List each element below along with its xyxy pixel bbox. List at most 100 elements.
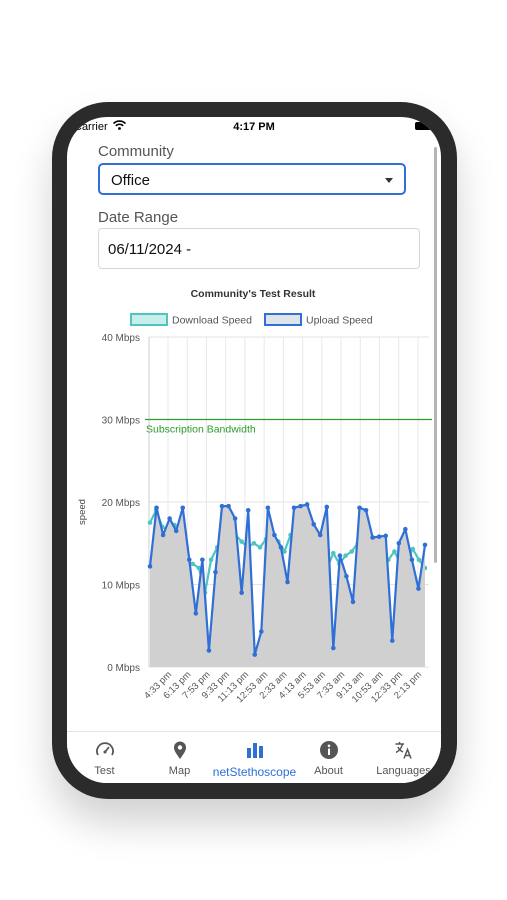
upload-speed-point bbox=[232, 516, 238, 521]
upload-speed-point bbox=[278, 545, 284, 550]
info-icon bbox=[319, 741, 338, 759]
upload-speed-point bbox=[259, 629, 264, 634]
upload-speed-point bbox=[416, 586, 421, 591]
legend-label-1: Download Speed bbox=[172, 315, 252, 327]
community-select[interactable]: Office bbox=[98, 163, 406, 195]
upload-speed-point bbox=[363, 507, 369, 513]
legend-swatch-2 bbox=[264, 313, 302, 326]
date-range-input[interactable]: 06/11/2024 - bbox=[98, 228, 420, 269]
battery-icon bbox=[415, 122, 435, 130]
upload-speed-point bbox=[147, 564, 153, 569]
tab-netstethoscope[interactable]: netStethoscope bbox=[207, 732, 302, 783]
upload-speed-point bbox=[396, 540, 402, 546]
tab-map[interactable]: Map bbox=[142, 732, 217, 783]
y-tick-label: 30 Mbps bbox=[102, 416, 140, 427]
download-speed-point bbox=[208, 557, 214, 563]
upload-speed-point bbox=[245, 507, 251, 513]
upload-speed-point bbox=[252, 652, 258, 657]
chart-title: Community's Test Result bbox=[191, 288, 316, 300]
upload-speed-point bbox=[206, 648, 212, 653]
upload-speed-point bbox=[403, 526, 408, 532]
status-bar: Carrier 4:17 PM bbox=[67, 117, 441, 137]
wifi-icon bbox=[113, 120, 126, 130]
y-tick-label: 10 Mbps bbox=[102, 581, 140, 592]
community-value: Office bbox=[111, 172, 150, 189]
download-speed-point bbox=[190, 561, 196, 567]
upload-speed-point bbox=[344, 573, 349, 579]
translate-icon bbox=[395, 742, 412, 759]
upload-speed-point bbox=[298, 503, 303, 509]
upload-speed-point bbox=[331, 645, 336, 651]
tab-bar: Test Map netStethoscope About bbox=[67, 731, 441, 783]
upload-speed-point bbox=[180, 505, 186, 511]
speedometer-icon bbox=[95, 742, 114, 756]
tab-label-test: Test bbox=[94, 765, 115, 777]
map-pin-icon bbox=[173, 741, 186, 759]
upload-speed-point bbox=[213, 569, 218, 575]
upload-speed-point bbox=[285, 579, 290, 585]
upload-speed-point bbox=[311, 521, 316, 527]
y-axis-title: speed bbox=[77, 499, 88, 525]
tab-languages[interactable]: Languages bbox=[366, 732, 441, 783]
upload-speed-point bbox=[291, 505, 297, 511]
status-time: 4:17 PM bbox=[233, 121, 275, 133]
upload-speed-point bbox=[370, 535, 375, 540]
download-speed-point bbox=[410, 546, 416, 552]
upload-speed-point bbox=[200, 557, 205, 563]
legend-label-2: Upload Speed bbox=[306, 315, 373, 327]
y-tick-label: 40 Mbps bbox=[102, 333, 140, 344]
upload-speed-point bbox=[154, 505, 159, 511]
upload-speed-point bbox=[265, 505, 271, 511]
upload-speed-point bbox=[304, 502, 310, 507]
download-speed-point bbox=[257, 545, 263, 550]
upload-speed-point bbox=[239, 590, 244, 596]
download-speed-point bbox=[282, 549, 287, 554]
upload-speed-point bbox=[376, 534, 382, 539]
tab-about[interactable]: About bbox=[291, 732, 366, 783]
y-tick-label: 20 Mbps bbox=[102, 498, 140, 509]
upload-speed-point bbox=[173, 528, 179, 534]
download-speed-point bbox=[392, 549, 397, 554]
tab-test[interactable]: Test bbox=[67, 732, 142, 783]
upload-speed-point bbox=[193, 611, 199, 616]
scrollbar[interactable] bbox=[434, 147, 437, 563]
y-tick-label: 0 Mbps bbox=[107, 663, 140, 674]
carrier-label: Carrier bbox=[74, 121, 108, 133]
upload-speed-point bbox=[167, 516, 172, 521]
upload-speed-area bbox=[150, 504, 425, 667]
upload-speed-point bbox=[219, 503, 225, 509]
upload-speed-point bbox=[324, 504, 330, 510]
date-range-label: Date Range bbox=[98, 209, 179, 226]
test-result-chart: Community's Test Result Download Speed Up… bbox=[77, 288, 432, 705]
date-range-value: 06/11/2024 - bbox=[108, 241, 192, 258]
upload-speed-point bbox=[383, 533, 389, 539]
app-screen: Carrier 4:17 PM Community Office Date Ra… bbox=[67, 117, 441, 783]
upload-speed-point bbox=[422, 542, 428, 548]
upload-speed-point bbox=[272, 532, 277, 538]
community-label: Community bbox=[98, 143, 174, 160]
chevron-down-icon bbox=[385, 178, 393, 183]
upload-speed-point bbox=[160, 532, 166, 538]
upload-speed-point bbox=[337, 553, 343, 558]
download-speed-point bbox=[239, 539, 244, 544]
download-speed-point bbox=[251, 540, 257, 546]
download-speed-point bbox=[196, 565, 202, 571]
bar-chart-icon bbox=[246, 743, 263, 758]
upload-speed-point bbox=[350, 599, 356, 605]
download-speed-point bbox=[147, 520, 153, 525]
subscription-bandwidth-label: Subscription Bandwidth bbox=[146, 424, 256, 436]
tab-label-netstethoscope: netStethoscope bbox=[212, 765, 297, 779]
tab-label-about: About bbox=[314, 765, 343, 777]
tab-label-map: Map bbox=[168, 765, 191, 777]
upload-speed-point bbox=[389, 638, 395, 643]
upload-speed-point bbox=[357, 505, 362, 511]
download-speed-point bbox=[416, 557, 422, 563]
upload-speed-point bbox=[317, 532, 323, 538]
upload-speed-point bbox=[409, 557, 415, 563]
upload-speed-point bbox=[226, 503, 231, 509]
tab-label-languages: Languages bbox=[376, 765, 431, 777]
download-speed-point bbox=[349, 549, 354, 554]
upload-speed-point bbox=[186, 557, 192, 563]
legend-swatch-1 bbox=[130, 313, 168, 326]
download-speed-point bbox=[343, 553, 348, 558]
